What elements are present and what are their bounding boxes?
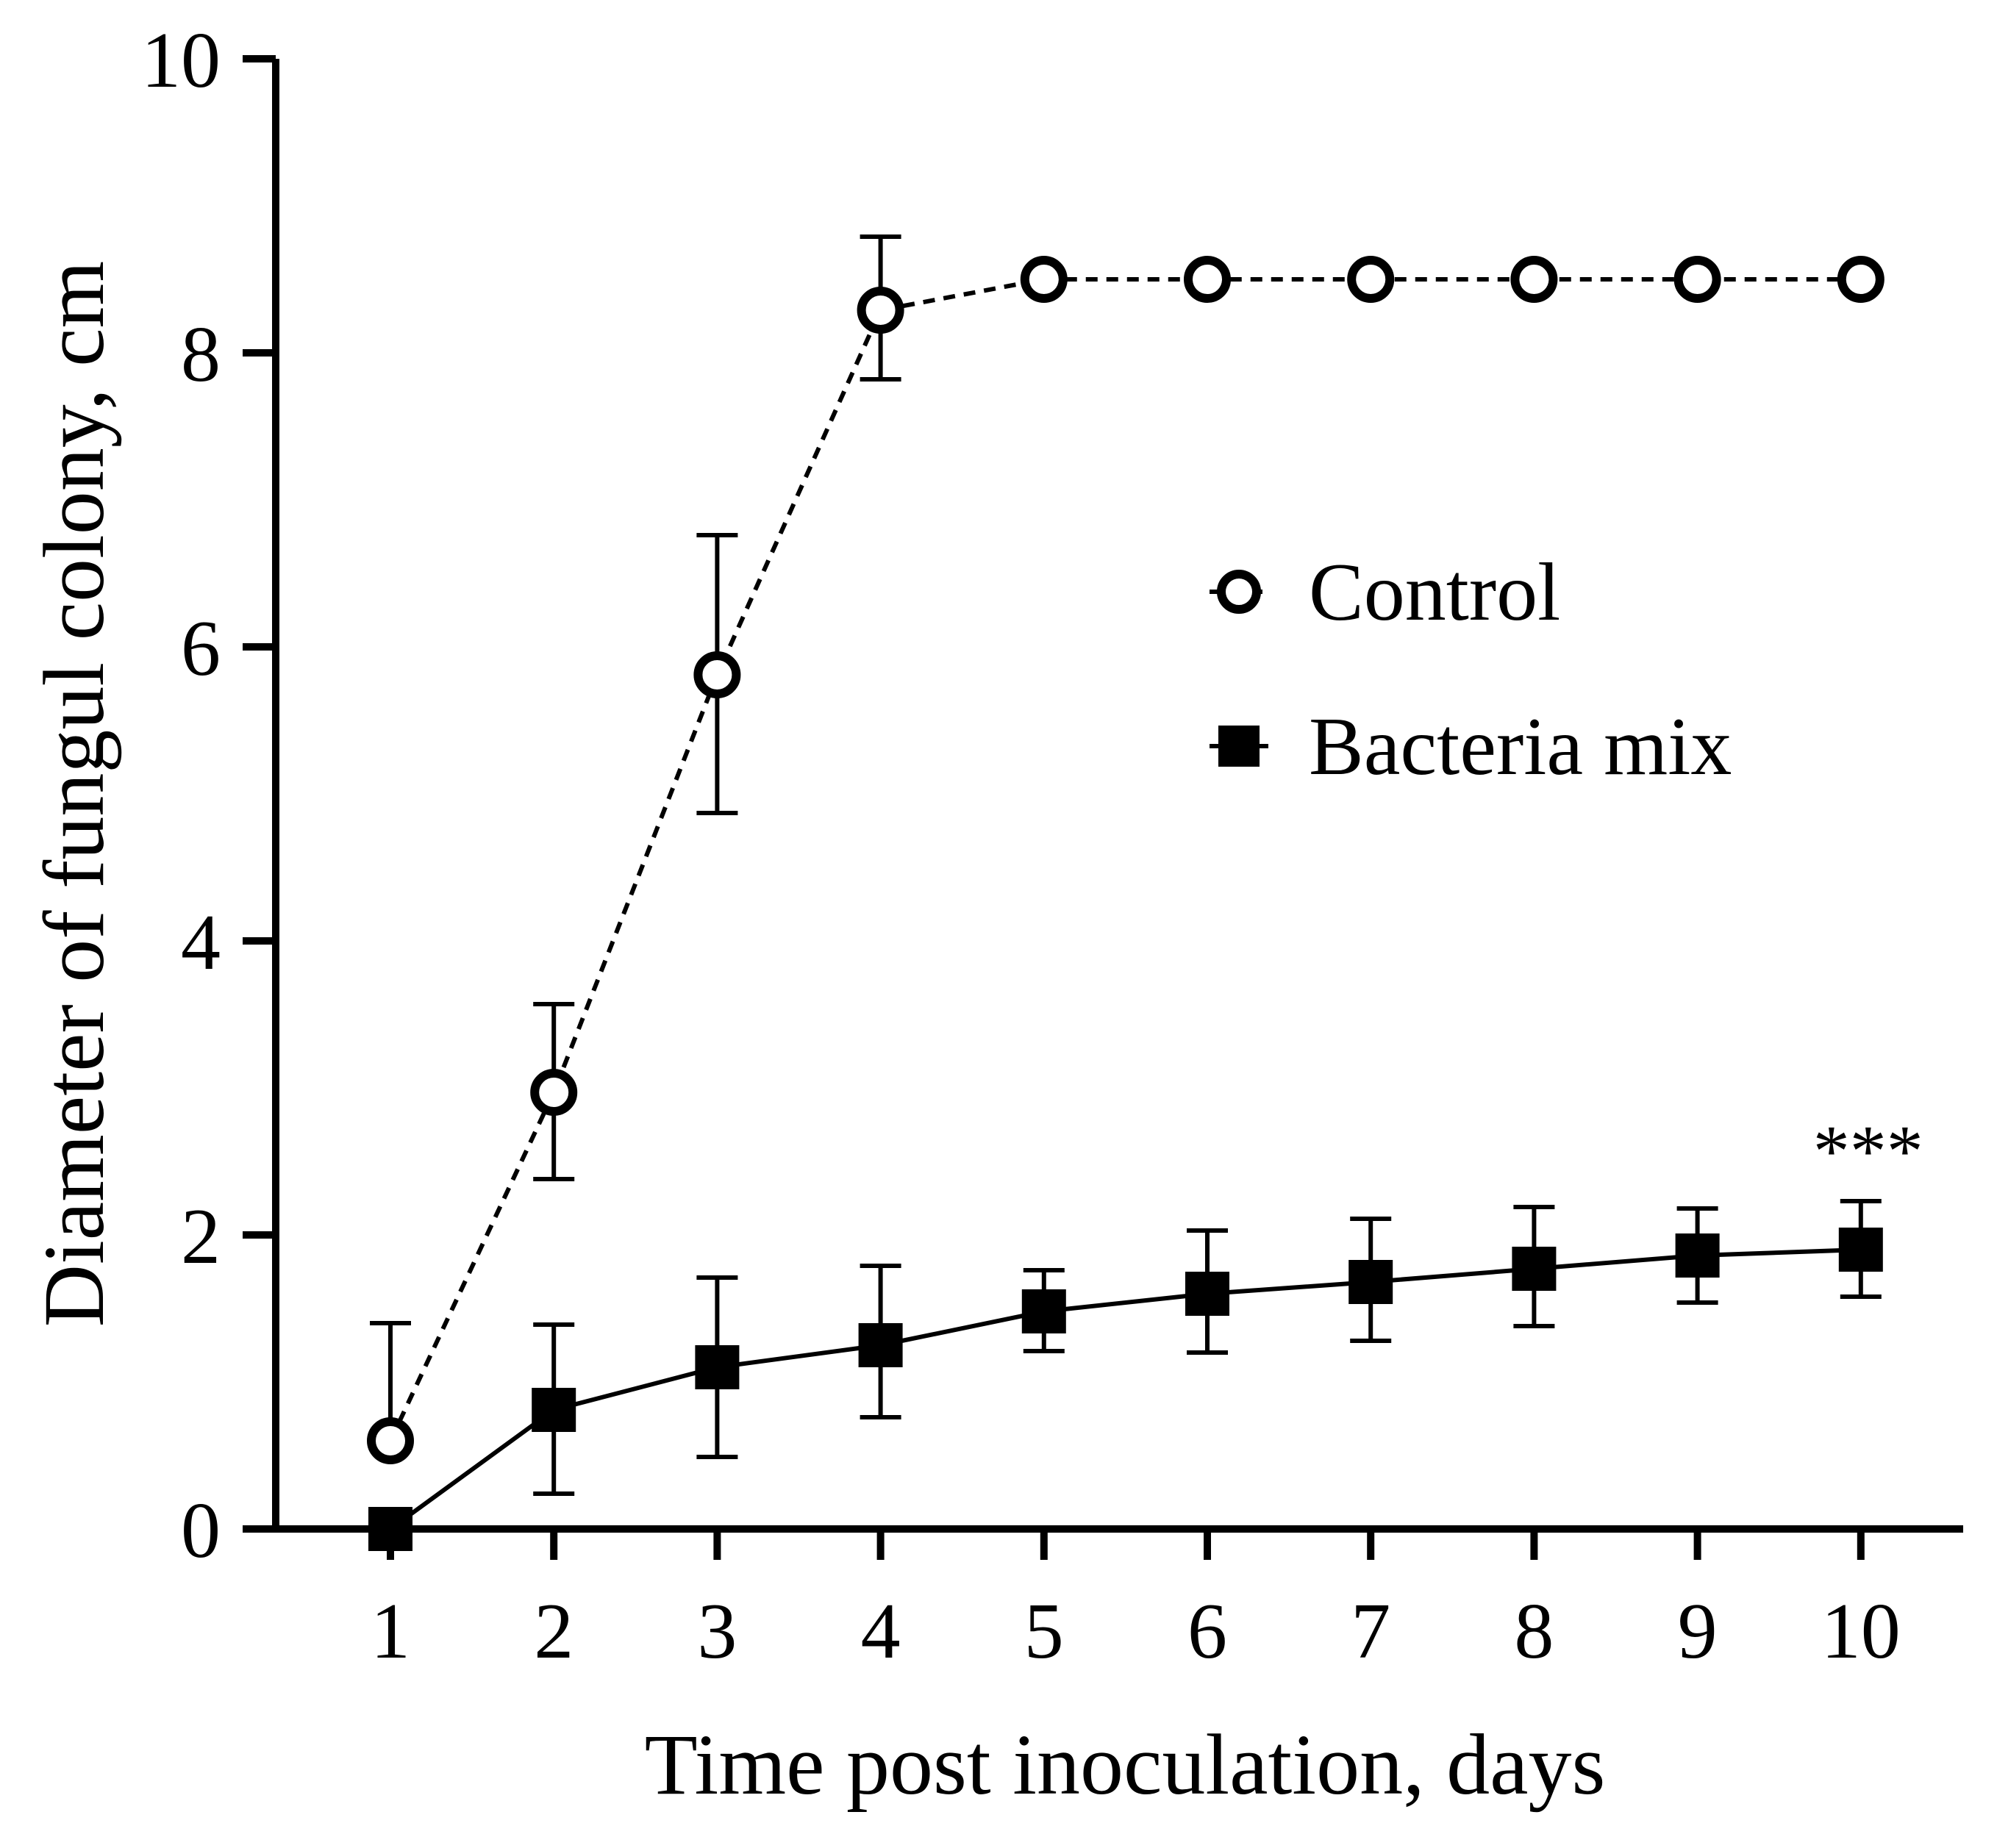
y-tick-label-10: 10 bbox=[141, 17, 221, 104]
marker-control-1 bbox=[367, 1417, 414, 1464]
series-line-control bbox=[388, 277, 1861, 1442]
x-tick-label-9: 9 bbox=[1678, 1588, 1718, 1675]
x-tick-label-2: 2 bbox=[534, 1588, 574, 1675]
marker-bacteria-mix-2 bbox=[532, 1388, 576, 1432]
marker-control-5 bbox=[1020, 256, 1068, 303]
x-tick-label-4: 4 bbox=[861, 1588, 901, 1675]
x-tick-label-7: 7 bbox=[1351, 1588, 1390, 1675]
legend-label-control: Control bbox=[1309, 547, 1560, 638]
x-tick-label-3: 3 bbox=[697, 1588, 737, 1675]
marker-control-6 bbox=[1184, 256, 1231, 303]
y-tick-label-4: 4 bbox=[181, 899, 221, 986]
marker-bacteria-mix-9 bbox=[1675, 1233, 1720, 1278]
y-tick-label-2: 2 bbox=[181, 1193, 221, 1281]
y-ticks: 0 2 4 6 8 10 bbox=[141, 17, 276, 1575]
series-lines bbox=[388, 277, 1861, 1531]
x-tick-label-8: 8 bbox=[1514, 1588, 1554, 1675]
marker-control-10 bbox=[1837, 256, 1885, 303]
marker-control-3 bbox=[693, 651, 741, 698]
marker-bacteria-mix-1 bbox=[368, 1507, 412, 1551]
legend-marker-control bbox=[1217, 570, 1261, 614]
y-tick-label-0: 0 bbox=[181, 1487, 221, 1575]
marker-bacteria-mix-10 bbox=[1838, 1228, 1883, 1272]
y-tick-label-6: 6 bbox=[181, 605, 221, 692]
marker-bacteria-mix-5 bbox=[1021, 1289, 1066, 1333]
marker-control-8 bbox=[1510, 256, 1558, 303]
legend-marker-bacteria-mix bbox=[1218, 726, 1260, 767]
significance-annotation-0: *** bbox=[1813, 1110, 1923, 1192]
marker-bacteria-mix-7 bbox=[1348, 1260, 1393, 1304]
marker-bacteria-mix-8 bbox=[1512, 1247, 1557, 1291]
y-axis-label: Diameter of fungul colony, cm bbox=[26, 261, 122, 1328]
marker-bacteria-mix-4 bbox=[858, 1323, 903, 1367]
marker-control-2 bbox=[530, 1069, 578, 1116]
marker-control-4 bbox=[857, 287, 904, 334]
annotations: *** bbox=[1813, 1110, 1923, 1192]
marker-control-7 bbox=[1347, 256, 1395, 303]
x-axis-label: Time post inoculation, days bbox=[645, 1716, 1606, 1813]
marker-bacteria-mix-3 bbox=[695, 1345, 740, 1389]
x-ticks: 1 2 3 4 5 6 7 8 9 10 bbox=[371, 1529, 1901, 1675]
x-tick-label-1: 1 bbox=[371, 1588, 410, 1675]
marker-control-9 bbox=[1673, 256, 1721, 303]
series-line-bacteria-mix bbox=[389, 1247, 1861, 1531]
series-markers bbox=[367, 256, 1885, 1551]
y-tick-label-8: 8 bbox=[181, 311, 221, 398]
legend-label-bacteria-mix: Bacteria mix bbox=[1309, 701, 1732, 792]
marker-bacteria-mix-6 bbox=[1185, 1272, 1229, 1316]
error-bars bbox=[370, 234, 1882, 1496]
x-tick-label-6: 6 bbox=[1187, 1588, 1227, 1675]
x-tick-label-10: 10 bbox=[1821, 1588, 1901, 1675]
legend: Control Bacteria mix bbox=[1210, 547, 1732, 792]
x-tick-label-5: 5 bbox=[1024, 1588, 1064, 1675]
